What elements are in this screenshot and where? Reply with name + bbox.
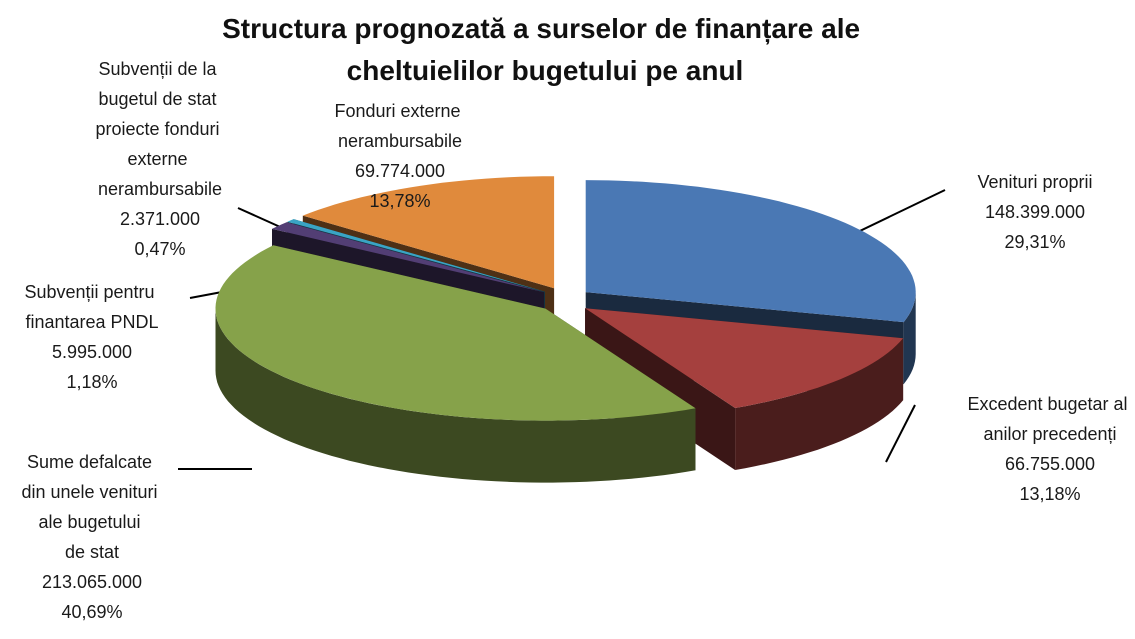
data-label-value: 148.399.000 <box>985 202 1085 222</box>
data-label-percent: 0,47% <box>134 239 185 259</box>
slice <box>215 245 696 483</box>
data-label-value: 5.995.000 <box>52 342 132 362</box>
slice-wall <box>735 338 904 470</box>
slice-top <box>585 180 916 323</box>
data-label-name: Subvenții de la bugetul de stat proiecte… <box>95 59 224 199</box>
data-label-value: 2.371.000 <box>120 209 200 229</box>
slice-top <box>302 176 555 289</box>
leader-line <box>885 404 916 463</box>
slice-wall <box>215 308 696 483</box>
slice-top <box>585 308 904 408</box>
data-label-name: Sume defalcate din unele venituri ale bu… <box>21 452 162 562</box>
slice-wall <box>903 292 916 385</box>
data-label-name: Excedent bugetar al anilor precedenți <box>967 394 1132 444</box>
slice-top <box>287 219 545 292</box>
chart-title: Structura prognozată a surselor de finan… <box>222 13 868 86</box>
slice-top <box>215 245 696 421</box>
data-label-percent: 13,18% <box>1019 484 1080 504</box>
data-label-value: 69.774.000 <box>355 161 445 181</box>
data-label-percent: 13,78% <box>369 191 430 211</box>
data-label-value: 213.065.000 <box>42 572 142 592</box>
slice <box>585 308 904 470</box>
data-label-name: Venituri proprii <box>977 172 1092 192</box>
data-label-name: Subvenții pentru finantarea PNDL <box>24 282 159 332</box>
data-label-percent: 29,31% <box>1004 232 1065 252</box>
slice-top <box>272 222 545 293</box>
data-label-percent: 1,18% <box>66 372 117 392</box>
data-label-percent: 40,69% <box>61 602 122 622</box>
data-label-value: 66.755.000 <box>1005 454 1095 474</box>
data-label-name: Fonduri externe nerambursabile <box>334 101 465 151</box>
